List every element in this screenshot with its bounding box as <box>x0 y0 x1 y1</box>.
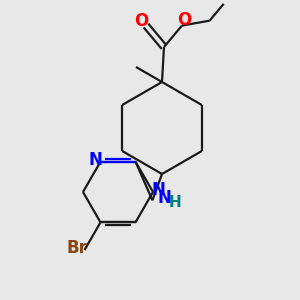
Text: H: H <box>169 195 182 210</box>
Text: N: N <box>151 181 165 199</box>
Text: O: O <box>134 12 148 30</box>
Text: Br: Br <box>66 239 87 257</box>
Text: N: N <box>158 189 171 207</box>
Text: O: O <box>177 11 191 28</box>
Text: N: N <box>88 151 102 169</box>
